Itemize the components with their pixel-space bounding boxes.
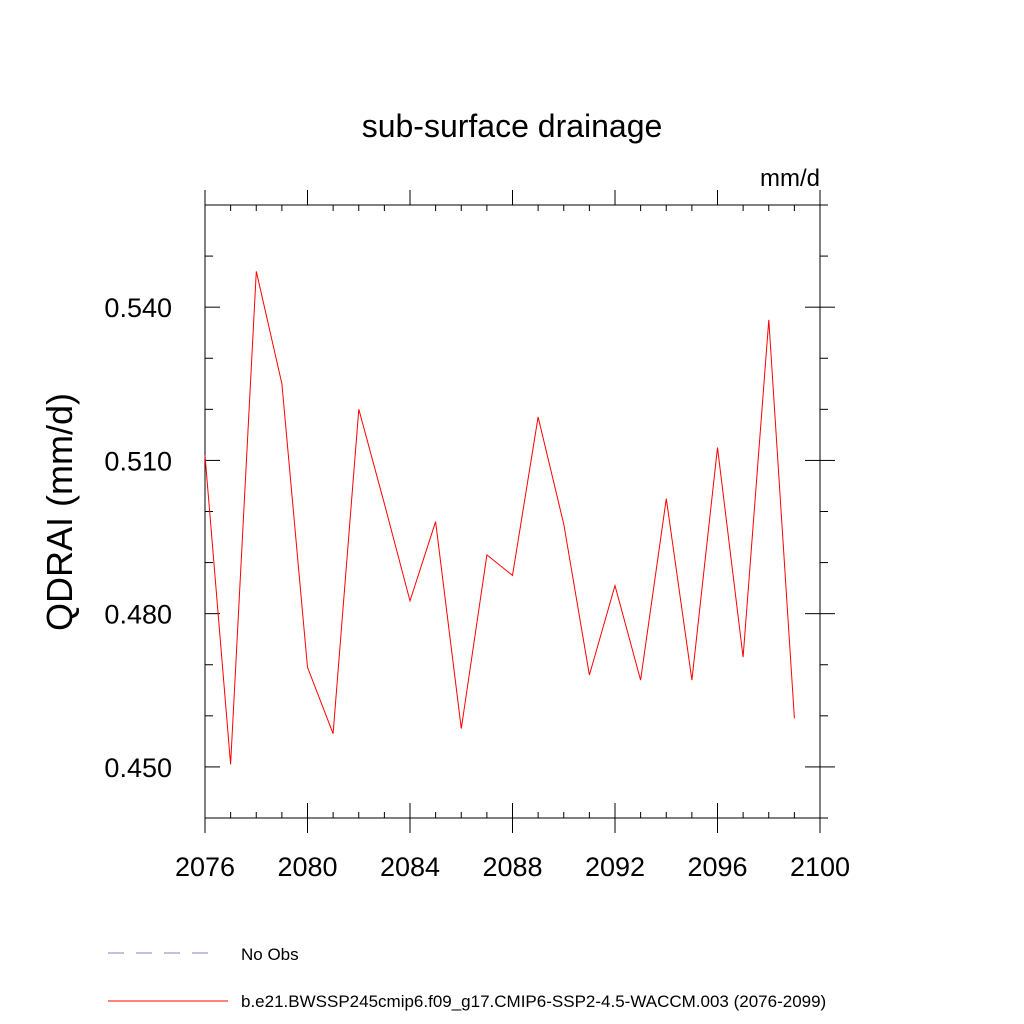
y-tick-label: 0.450: [104, 753, 172, 783]
x-tick-label: 2100: [790, 852, 850, 882]
chart-title: sub-surface drainage: [362, 108, 663, 144]
y-axis-label: QDRAI (mm/d): [39, 393, 80, 631]
y-axis-tick-labels: 0.450 0.480 0.510 0.540: [104, 293, 172, 783]
y-tick-label: 0.510: [104, 446, 172, 476]
y-tick-label: 0.480: [104, 600, 172, 630]
x-tick-label: 2096: [687, 852, 747, 882]
x-tick-label: 2076: [175, 852, 235, 882]
units-label: mm/d: [760, 165, 820, 192]
x-tick-label: 2084: [380, 852, 440, 882]
series-layer: [204, 271, 795, 765]
x-axis-ticks: [204, 190, 821, 833]
plot-frame: [204, 204, 821, 819]
x-tick-label: 2080: [277, 852, 337, 882]
series-line: [204, 271, 795, 765]
y-axis-ticks: [205, 204, 835, 819]
x-tick-label: 2092: [585, 852, 645, 882]
y-tick-label: 0.540: [104, 293, 172, 323]
x-tick-label: 2088: [482, 852, 542, 882]
x-axis-tick-labels: 2076 2080 2084 2088 2092 2096 2100: [175, 852, 850, 882]
